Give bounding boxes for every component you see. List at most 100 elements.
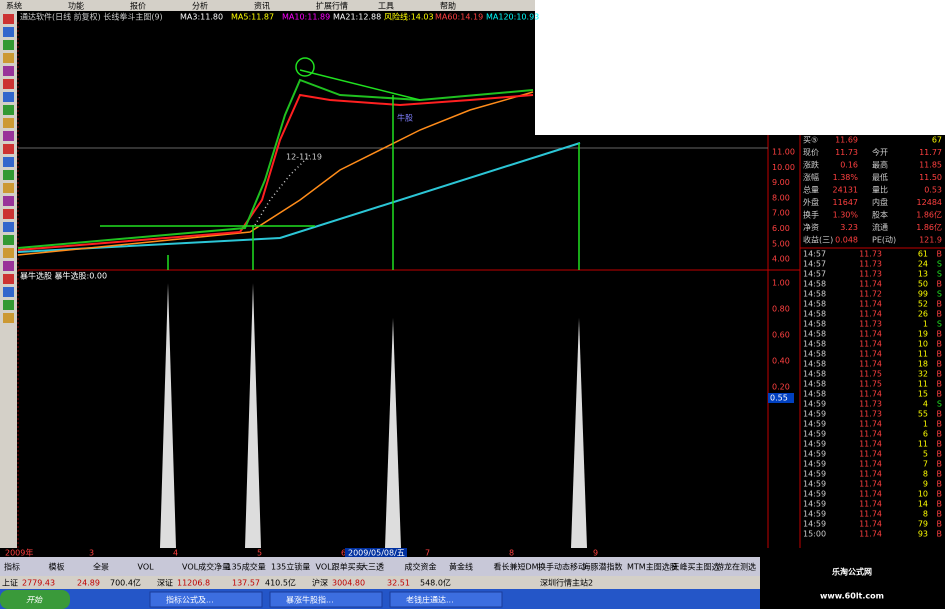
tick-time: 15:00 — [803, 530, 826, 539]
tool-icon[interactable] — [3, 118, 14, 128]
tick-volume: 14 — [918, 500, 928, 509]
menu-item[interactable]: 工具 — [378, 2, 394, 11]
tick-price: 11.74 — [859, 330, 882, 339]
tick-side: S — [937, 400, 942, 409]
status-amount: 410.5亿 — [265, 578, 296, 588]
tab[interactable]: 大三透 — [360, 562, 384, 572]
tick-side: B — [937, 280, 943, 289]
start-label[interactable]: 开始 — [26, 596, 43, 605]
tick-side: B — [937, 340, 943, 349]
tool-icon[interactable] — [3, 209, 14, 219]
tick-time: 14:58 — [803, 300, 826, 309]
quote-value: 11647 — [833, 198, 858, 207]
tick-volume: 10 — [918, 340, 928, 349]
tool-icon[interactable] — [3, 222, 14, 232]
date-cursor: 2009/05/08/五 — [348, 549, 405, 558]
panel-axis-label: 0.40 — [772, 357, 790, 366]
quote-label: 外盘 — [803, 197, 819, 207]
tick-volume: 6 — [923, 430, 928, 439]
task-label[interactable]: 暴涨牛股指... — [286, 595, 334, 605]
quote-value: 11.85 — [919, 161, 942, 170]
status-amount: 700.4亿 — [110, 578, 141, 588]
tool-icon[interactable] — [3, 14, 14, 24]
task-button[interactable] — [269, 591, 383, 608]
menu-item[interactable]: 报价 — [130, 1, 146, 11]
tick-side: B — [937, 310, 943, 319]
tick-side: B — [937, 410, 943, 419]
tick-price: 11.74 — [859, 280, 882, 289]
tab[interactable]: VOL成交净量 — [182, 562, 230, 572]
tool-icon[interactable] — [3, 79, 14, 89]
tab[interactable]: 135成交量 — [227, 562, 266, 572]
tool-icon[interactable] — [3, 235, 14, 245]
tool-icon[interactable] — [3, 27, 14, 37]
tick-volume: 18 — [918, 360, 928, 369]
tick-volume: 99 — [918, 290, 928, 299]
tool-icon[interactable] — [3, 92, 14, 102]
tab[interactable]: 游龙在测选 — [716, 562, 756, 572]
status-change: 137.57 — [232, 579, 260, 588]
tick-time: 14:58 — [803, 350, 826, 359]
quote-value: 11.69 — [835, 136, 858, 145]
tick-volume: 9 — [923, 480, 928, 489]
start-button[interactable] — [0, 590, 70, 609]
tick-volume: 8 — [923, 510, 928, 519]
task-button[interactable] — [389, 591, 503, 608]
tab[interactable]: 黄金线 — [449, 562, 473, 572]
tool-icon[interactable] — [3, 157, 14, 167]
tick-price: 11.74 — [859, 300, 882, 309]
menu-item[interactable]: 功能 — [68, 1, 84, 11]
tool-icon[interactable] — [3, 144, 14, 154]
tab[interactable]: 模板 — [49, 562, 65, 572]
tab[interactable]: 成交资金 — [405, 562, 437, 572]
tool-icon[interactable] — [3, 131, 14, 141]
panel-axis-label: 0.20 — [772, 383, 790, 392]
tab[interactable]: 看长兼短DMI — [494, 562, 541, 572]
task-label[interactable]: 指标公式及... — [166, 595, 214, 605]
tool-icon[interactable] — [3, 66, 14, 76]
tool-icon[interactable] — [3, 287, 14, 297]
status-bar — [0, 576, 760, 589]
tool-icon[interactable] — [3, 170, 14, 180]
task-button[interactable] — [149, 591, 263, 608]
tick-side: B — [937, 300, 943, 309]
tool-icon[interactable] — [3, 261, 14, 271]
tick-time: 14:59 — [803, 500, 826, 509]
tick-price: 11.75 — [859, 380, 882, 389]
tool-icon[interactable] — [3, 105, 14, 115]
tab[interactable]: 135立锁量 — [271, 562, 310, 572]
tab[interactable]: MTM主图选股 — [627, 562, 678, 572]
tool-icon[interactable] — [3, 40, 14, 50]
menu-item[interactable]: 系统 — [6, 1, 22, 11]
tick-price: 11.74 — [859, 530, 882, 539]
status-price: 11206.8 — [177, 579, 210, 588]
tick-time: 14:59 — [803, 420, 826, 429]
quote-label: PE(动) — [872, 235, 896, 245]
tool-icon[interactable] — [3, 183, 14, 193]
tab[interactable]: VOL跟单买卖 — [316, 562, 364, 572]
menu-item[interactable]: 分析 — [192, 1, 208, 11]
tab[interactable]: VOL — [138, 563, 155, 572]
tool-icon[interactable] — [3, 53, 14, 63]
tab[interactable]: 指标 — [4, 562, 20, 572]
status-price: 3004.80 — [332, 579, 365, 588]
tool-icon[interactable] — [3, 300, 14, 310]
tick-side: B — [937, 520, 943, 529]
tab[interactable]: 天峰买主图选 — [672, 562, 720, 572]
tool-icon[interactable] — [3, 313, 14, 323]
tab[interactable]: 全景 — [93, 562, 109, 572]
tab[interactable]: 换手动态移动 — [538, 562, 586, 572]
date-label: 8 — [509, 549, 514, 558]
tool-icon[interactable] — [3, 274, 14, 284]
menu-item[interactable]: 帮助 — [440, 1, 456, 11]
tick-volume: 19 — [918, 330, 928, 339]
menu-item[interactable]: 资讯 — [254, 1, 270, 11]
tool-icon[interactable] — [3, 248, 14, 258]
tool-icon[interactable] — [3, 196, 14, 206]
tick-side: B — [937, 370, 943, 379]
task-label[interactable]: 老钱庄通达... — [406, 595, 454, 605]
ma-label: MA3:11.80 — [180, 13, 223, 22]
menu-item[interactable]: 扩展行情 — [316, 1, 348, 11]
tab[interactable]: 海豚潜指数 — [583, 562, 623, 572]
tick-volume: 1 — [923, 320, 928, 329]
